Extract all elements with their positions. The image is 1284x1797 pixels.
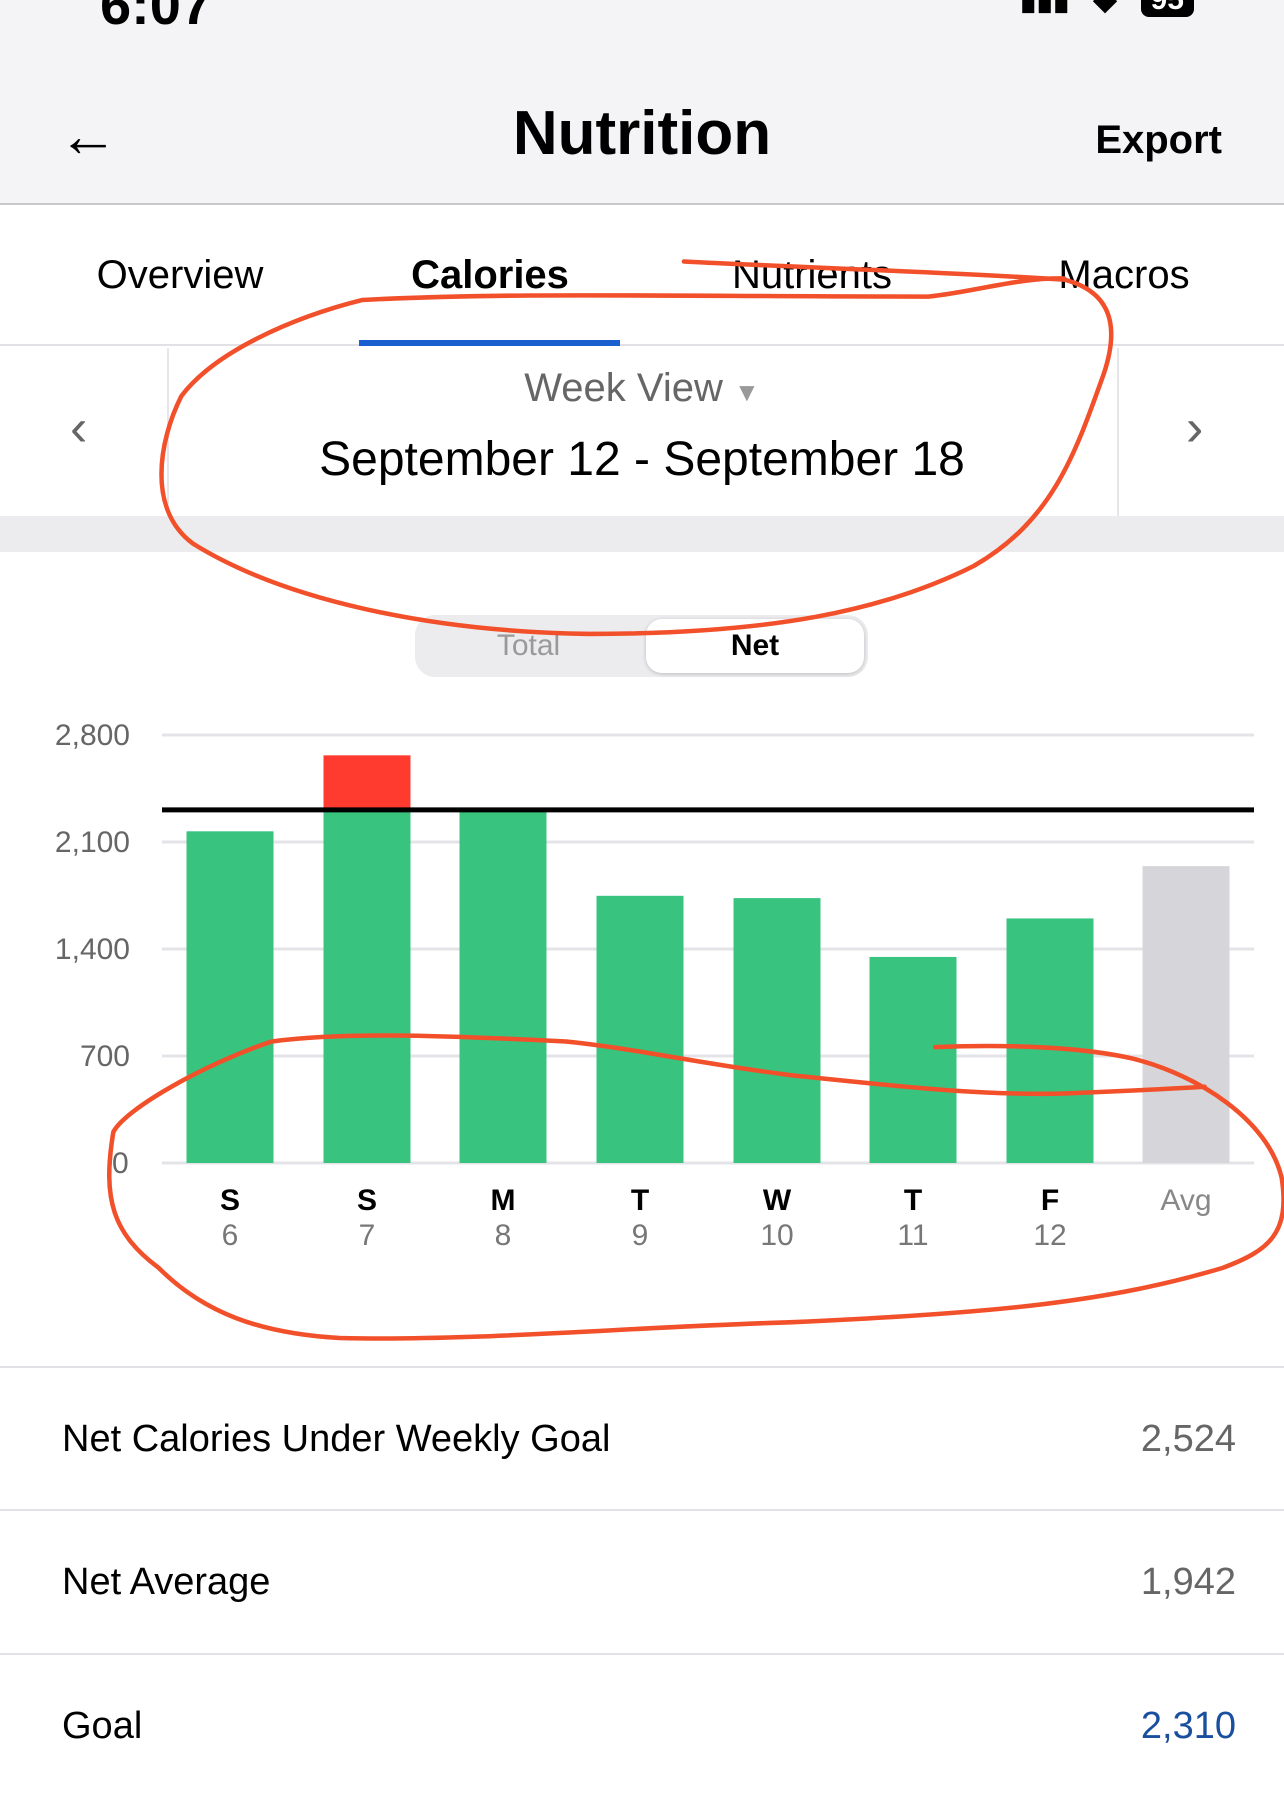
tab-nutrients[interactable]: Nutrients [731, 253, 893, 297]
week-view-dropdown[interactable]: Week View ▼ [0, 366, 1284, 411]
tab-calories[interactable]: Calories [411, 253, 569, 297]
export-button[interactable]: Export [1095, 118, 1222, 162]
summary-value: 2,310 [1140, 1705, 1236, 1747]
bar-over-goal [323, 755, 411, 810]
separator-band [0, 516, 1284, 552]
tab-overview[interactable]: Overview [96, 253, 264, 297]
status-time: 6:07 [100, 0, 213, 36]
battery-icon: 95 [1140, 0, 1194, 17]
chevron-right-icon[interactable]: › [1186, 399, 1204, 457]
chevron-left-icon[interactable]: ‹ [70, 399, 88, 457]
signal-icon: ▮▮▮ [1020, 0, 1070, 17]
divider [1117, 348, 1119, 516]
x-date-label: 9 [632, 1219, 649, 1252]
tab-bar: Overview Calories Nutrients Macros [0, 207, 1284, 346]
x-date-label: 7 [359, 1219, 376, 1252]
x-day-label: W [763, 1184, 792, 1217]
x-date-label: 12 [1033, 1219, 1066, 1252]
x-day-label: T [631, 1184, 649, 1217]
x-date-label: 8 [495, 1219, 512, 1252]
toggle-net[interactable]: Net [646, 619, 864, 673]
bar [186, 831, 274, 1163]
date-range: September 12 - September 18 [319, 433, 965, 486]
x-day-label: S [220, 1184, 240, 1217]
bar [1006, 918, 1094, 1163]
page-title: Nutrition [512, 99, 772, 168]
x-date-label: 10 [760, 1219, 793, 1252]
summary-row-under-goal: Net Calories Under Weekly Goal 2,524 [0, 1366, 1284, 1510]
active-tab-indicator [359, 340, 620, 346]
x-day-label: Avg [1160, 1184, 1211, 1217]
y-tick-label: 700 [80, 1040, 130, 1073]
x-date-label: 6 [222, 1219, 239, 1252]
bar [733, 898, 821, 1163]
bar [869, 956, 957, 1163]
summary-row-net-average: Net Average 1,942 [0, 1509, 1284, 1653]
summary-label: Goal [62, 1705, 143, 1747]
week-view-label: Week View [524, 366, 723, 410]
week-selector: ‹ Week View ▼ September 12 - September 1… [0, 348, 1284, 516]
total-net-toggle: Total Net [415, 615, 868, 677]
y-tick-label: 1,400 [55, 933, 130, 966]
summary-label: Net Calories Under Weekly Goal [62, 1418, 611, 1460]
y-tick-label: 0 [112, 1147, 129, 1180]
toggle-total[interactable]: Total [496, 629, 561, 662]
caret-down-icon: ▼ [734, 377, 760, 407]
x-date-label: 11 [897, 1219, 928, 1252]
tab-macros[interactable]: Macros [1058, 253, 1190, 297]
x-day-label: M [491, 1184, 516, 1217]
status-icons: ▮▮▮ ◆ 95 [1020, 0, 1194, 17]
x-day-label: T [904, 1184, 922, 1217]
summary-row-goal[interactable]: Goal 2,310 [0, 1653, 1284, 1797]
summary-label: Net Average [62, 1561, 271, 1603]
y-tick-label: 2,800 [55, 719, 130, 752]
x-day-label: F [1041, 1184, 1059, 1217]
summary-value: 2,524 [1140, 1418, 1236, 1460]
bar [459, 811, 547, 1163]
x-day-label: S [357, 1184, 377, 1217]
wifi-icon: ◆ [1094, 0, 1117, 17]
bar-under-goal [323, 809, 411, 1163]
y-tick-label: 2,100 [55, 826, 130, 859]
arrow-left-icon[interactable]: ← [58, 102, 118, 169]
summary-value: 1,942 [1140, 1561, 1236, 1603]
bar [596, 895, 684, 1163]
header: 6:07 ▮▮▮ ◆ 95 ← Nutrition Export [0, 0, 1284, 205]
bar-average [1142, 866, 1230, 1163]
